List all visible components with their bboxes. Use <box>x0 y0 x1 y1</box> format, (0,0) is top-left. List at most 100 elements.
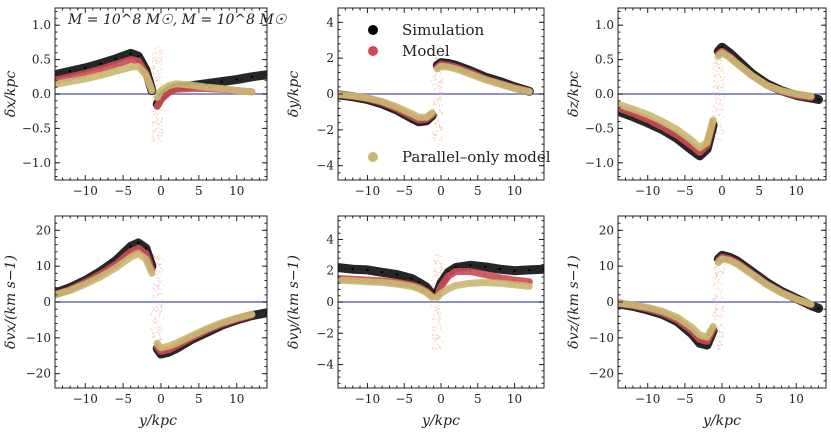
scatter-point <box>157 327 160 329</box>
data-point <box>68 289 72 292</box>
scatter-point <box>155 53 158 55</box>
scatter-point <box>438 125 440 127</box>
scatter-point <box>435 262 438 265</box>
scatter-point <box>723 310 725 312</box>
scatter-point <box>722 83 724 86</box>
scatter-point <box>719 76 722 79</box>
scatter-point <box>723 97 725 100</box>
data-point <box>698 338 701 341</box>
scatter-point <box>434 254 436 256</box>
scatter-point <box>441 264 444 266</box>
scatter-point <box>716 61 718 63</box>
scatter-point <box>161 131 163 133</box>
scatter-point <box>718 346 720 348</box>
scatter-point <box>441 327 443 330</box>
scatter-point <box>162 129 164 131</box>
scatter-point <box>159 56 161 58</box>
data-point <box>528 90 531 94</box>
data-point <box>84 66 87 70</box>
scatter-point <box>440 312 442 314</box>
scatter-point <box>717 271 720 273</box>
scatter-point <box>159 306 162 308</box>
scatter-point <box>152 70 154 73</box>
scatter-point <box>156 116 158 118</box>
y-tick-label: 1.0 <box>595 18 614 32</box>
scatter-point <box>435 260 437 262</box>
data-point <box>250 90 254 94</box>
scatter-point <box>720 103 722 105</box>
scatter-point <box>716 307 718 310</box>
data-point <box>114 63 117 66</box>
x-tick-label: 10 <box>789 184 804 198</box>
data-point <box>410 112 413 115</box>
scatter-point <box>439 89 441 91</box>
data-point <box>528 280 531 283</box>
scatter-point <box>435 97 437 99</box>
scatter-point <box>159 339 162 341</box>
scatter-point <box>713 267 716 269</box>
scatter-point <box>156 256 159 258</box>
scatter-point <box>439 46 441 48</box>
scatter-point <box>433 259 436 262</box>
scatter-point <box>714 312 717 314</box>
scatter-point <box>154 47 156 49</box>
scatter-point <box>159 73 161 75</box>
y-tick-label: 0.0 <box>32 87 51 101</box>
scatter-point <box>721 105 723 107</box>
scatter-point <box>716 62 718 65</box>
scatter-point <box>435 337 437 339</box>
scatter-point <box>721 343 723 345</box>
scatter-point <box>433 286 435 288</box>
scatter-point <box>718 138 720 140</box>
scatter-point <box>161 118 163 120</box>
data-point <box>417 287 421 290</box>
data-point <box>646 113 649 116</box>
data-point <box>705 340 709 343</box>
scatter-point <box>155 310 157 312</box>
data-point <box>114 266 117 270</box>
scatter-point <box>717 282 720 284</box>
scatter-point <box>714 306 717 308</box>
scatter-point <box>158 138 160 140</box>
data-point <box>750 74 753 77</box>
data-point <box>469 73 472 76</box>
scatter-point <box>722 272 725 274</box>
scatter-point <box>160 60 162 63</box>
scatter-point <box>161 109 163 111</box>
x-tick-label: 5 <box>195 184 203 198</box>
data-point <box>99 74 102 77</box>
scatter-point <box>715 272 717 274</box>
scatter-point <box>161 121 163 124</box>
data-point <box>425 291 428 294</box>
legend: Simulation Model Parallel–only model <box>368 21 551 166</box>
scatter-point <box>432 329 434 332</box>
scatter-point <box>159 48 162 51</box>
scatter-point <box>152 100 154 102</box>
scatter-point <box>155 121 158 123</box>
scatter-point <box>156 59 158 61</box>
scatter-point <box>438 307 440 309</box>
data-point <box>129 65 132 69</box>
legend-label-simulation: Simulation <box>402 21 485 39</box>
scatter-point <box>720 307 723 309</box>
scatter-point <box>432 54 434 57</box>
plot-area <box>618 42 826 161</box>
scatter-point <box>712 87 715 89</box>
data-point <box>84 77 87 81</box>
scatter-point <box>716 314 718 316</box>
scatter-point <box>433 101 435 103</box>
scatter-point <box>440 98 442 101</box>
scatter-point <box>437 256 439 259</box>
scatter-point <box>436 51 438 53</box>
scatter-point <box>153 256 155 258</box>
scatter-point <box>159 51 161 53</box>
data-point <box>498 267 502 271</box>
scatter-point <box>153 66 156 68</box>
legend-marker-model <box>368 46 378 56</box>
scatter-point <box>436 119 438 121</box>
scatter-point <box>436 58 438 60</box>
scatter-point <box>440 318 442 320</box>
data-point <box>159 98 163 101</box>
scatter-point <box>157 292 159 294</box>
scatter-point <box>440 129 442 131</box>
